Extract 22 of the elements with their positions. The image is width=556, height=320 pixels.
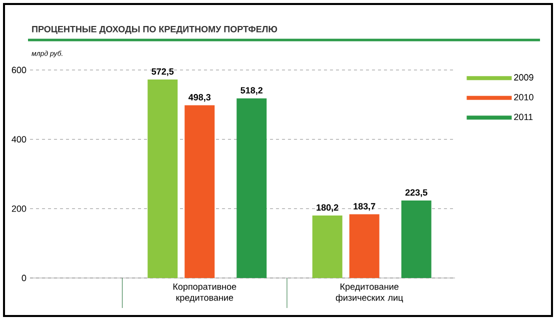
data-label: 180,2	[316, 204, 338, 212]
legend-label: 2011	[514, 114, 533, 120]
chart-title: ПРОЦЕНТНЫЕ ДОХОДЫ ПО КРЕДИТНОМУ ПОРТФЕЛЮ	[32, 26, 278, 34]
x-tick-label: Корпоративное кредитование	[173, 284, 236, 303]
x-tick-label: Кредитование физических лиц	[336, 284, 403, 303]
data-label: 223,5	[405, 189, 428, 197]
data-label: 183,7	[354, 203, 376, 211]
bar	[349, 214, 380, 278]
bar	[236, 98, 267, 278]
bar	[401, 200, 432, 278]
legend-label: 2010	[514, 94, 534, 100]
bar	[312, 216, 342, 278]
y-tick-label: 400	[12, 136, 26, 143]
bar	[184, 105, 215, 278]
y-tick-label: 600	[12, 66, 26, 74]
data-label: 498,3	[188, 94, 211, 102]
data-label: 518,2	[240, 87, 263, 95]
y-tick-label: 200	[12, 205, 26, 212]
y-tick-label: 0	[22, 274, 26, 282]
data-label: 572,5	[152, 68, 174, 76]
bar	[148, 80, 178, 278]
legend-label: 2009	[514, 74, 534, 81]
